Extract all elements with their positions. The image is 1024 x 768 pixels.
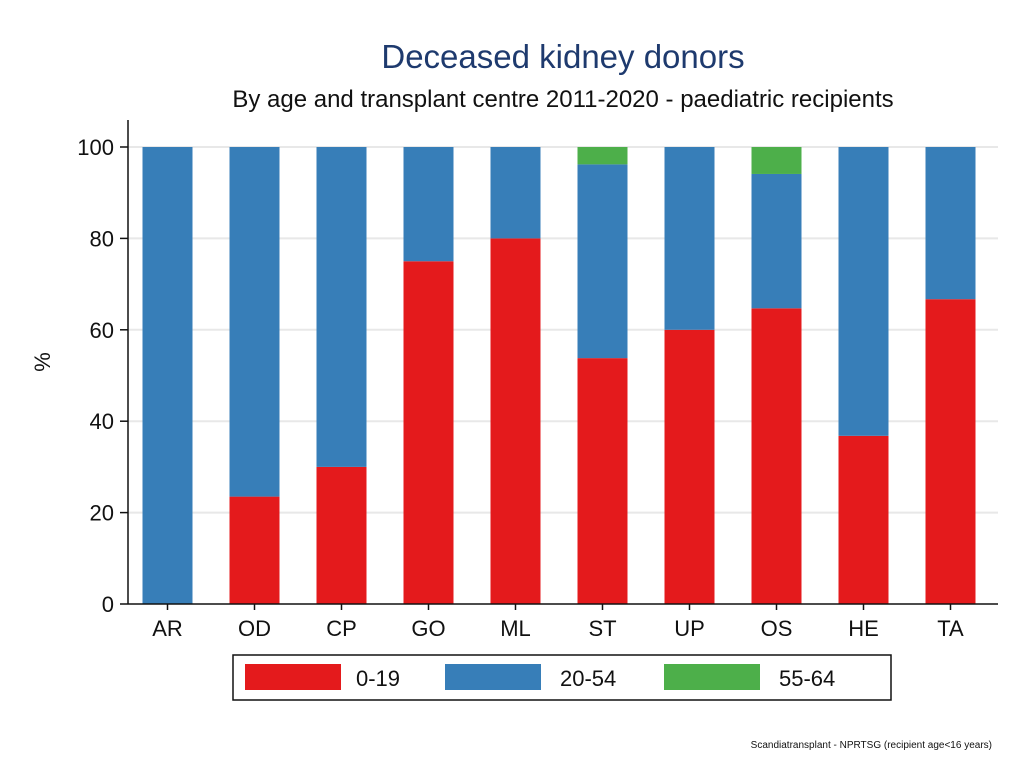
x-tick-label: AR bbox=[152, 616, 183, 641]
chart-title: Deceased kidney donors bbox=[381, 38, 745, 75]
legend-swatch bbox=[245, 664, 341, 690]
bar-segment bbox=[142, 147, 193, 604]
legend-swatch bbox=[664, 664, 760, 690]
legend-label: 55-64 bbox=[779, 666, 835, 691]
x-tick-label: ST bbox=[588, 616, 616, 641]
x-tick-label: CP bbox=[326, 616, 357, 641]
y-tick-label: 60 bbox=[90, 318, 114, 343]
legend-swatch bbox=[445, 664, 541, 690]
source-note: Scandiatransplant - NPRTSG (recipient ag… bbox=[750, 740, 992, 751]
bar-segment bbox=[751, 173, 802, 309]
bars bbox=[142, 147, 976, 604]
bar-segment bbox=[751, 147, 802, 174]
bar-segment bbox=[577, 147, 628, 165]
x-tick-label: OS bbox=[761, 616, 793, 641]
bar-segment bbox=[490, 147, 541, 239]
chart-subtitle: By age and transplant centre 2011-2020 -… bbox=[232, 86, 894, 113]
bar-segment bbox=[838, 147, 889, 436]
bar-segment bbox=[490, 238, 541, 604]
x-tick-label: TA bbox=[937, 616, 964, 641]
y-tick-label: 40 bbox=[90, 409, 114, 434]
bar-segment bbox=[925, 147, 976, 300]
bar-segment bbox=[229, 496, 280, 604]
y-tick-label: 20 bbox=[90, 501, 114, 526]
bar-segment bbox=[316, 466, 367, 604]
bar-segment bbox=[664, 329, 715, 604]
y-tick-label: 0 bbox=[102, 592, 114, 617]
y-tick-label: 100 bbox=[77, 135, 114, 160]
x-tick-label: GO bbox=[411, 616, 445, 641]
bar-segment bbox=[316, 147, 367, 467]
bar-segment bbox=[664, 147, 715, 330]
axes bbox=[120, 120, 998, 610]
bar-segment bbox=[838, 435, 889, 604]
x-tick-labels: AR OD CP GO ML ST UP OS HE TA bbox=[152, 616, 964, 641]
x-tick-label: HE bbox=[848, 616, 879, 641]
y-tick-labels: 0 20 40 60 80 100 bbox=[77, 135, 114, 617]
bar-segment bbox=[925, 299, 976, 604]
bar-segment bbox=[577, 358, 628, 604]
x-tick-label: ML bbox=[500, 616, 531, 641]
legend-label: 0-19 bbox=[356, 666, 400, 691]
bar-segment bbox=[403, 261, 454, 604]
bar-segment bbox=[229, 147, 280, 497]
bar-segment bbox=[403, 147, 454, 262]
legend-box bbox=[232, 654, 892, 701]
bar-segment bbox=[577, 164, 628, 359]
y-axis-label: % bbox=[30, 352, 55, 372]
y-tick-label: 80 bbox=[90, 226, 114, 251]
legend: 0-19 20-54 55-64 bbox=[232, 654, 892, 701]
x-tick-label: UP bbox=[674, 616, 705, 641]
x-tick-label: OD bbox=[238, 616, 271, 641]
legend-label: 20-54 bbox=[560, 666, 616, 691]
bar-segment bbox=[751, 308, 802, 604]
